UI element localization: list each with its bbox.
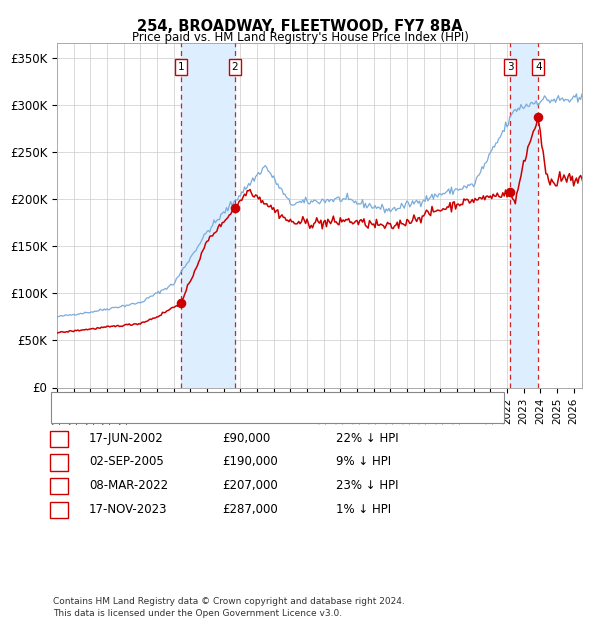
Text: 1: 1 xyxy=(55,432,62,445)
Bar xyxy=(181,43,235,388)
Text: 254, BROADWAY, FLEETWOOD, FY7 8BA: 254, BROADWAY, FLEETWOOD, FY7 8BA xyxy=(137,19,463,33)
Text: 3: 3 xyxy=(506,62,514,72)
Text: HPI: Average price, detached house, Wyre: HPI: Average price, detached house, Wyre xyxy=(93,412,328,422)
Point xyxy=(176,298,186,308)
Text: £190,000: £190,000 xyxy=(222,456,278,468)
Text: 4: 4 xyxy=(535,62,542,72)
Text: 2: 2 xyxy=(55,456,62,468)
Point xyxy=(505,187,515,197)
Text: 3: 3 xyxy=(55,479,62,492)
Text: 4: 4 xyxy=(55,503,62,515)
Point xyxy=(533,112,543,122)
Text: 2: 2 xyxy=(232,62,238,72)
Text: 22% ↓ HPI: 22% ↓ HPI xyxy=(336,432,398,445)
Text: 254, BROADWAY, FLEETWOOD, FY7 8BA (detached house): 254, BROADWAY, FLEETWOOD, FY7 8BA (detac… xyxy=(93,398,418,408)
Bar xyxy=(538,43,582,388)
Text: 1: 1 xyxy=(178,62,185,72)
Text: £287,000: £287,000 xyxy=(222,503,278,515)
Text: 17-JUN-2002: 17-JUN-2002 xyxy=(89,432,164,445)
Text: 08-MAR-2022: 08-MAR-2022 xyxy=(89,479,168,492)
Text: 02-SEP-2005: 02-SEP-2005 xyxy=(89,456,164,468)
Text: Contains HM Land Registry data © Crown copyright and database right 2024.
This d: Contains HM Land Registry data © Crown c… xyxy=(53,597,404,618)
Text: 9% ↓ HPI: 9% ↓ HPI xyxy=(336,456,391,468)
Text: £90,000: £90,000 xyxy=(222,432,270,445)
Text: Price paid vs. HM Land Registry's House Price Index (HPI): Price paid vs. HM Land Registry's House … xyxy=(131,31,469,44)
Text: 1% ↓ HPI: 1% ↓ HPI xyxy=(336,503,391,515)
Point xyxy=(230,203,239,213)
Text: 17-NOV-2023: 17-NOV-2023 xyxy=(89,503,167,515)
Text: £207,000: £207,000 xyxy=(222,479,278,492)
Bar xyxy=(510,43,538,388)
Text: 23% ↓ HPI: 23% ↓ HPI xyxy=(336,479,398,492)
